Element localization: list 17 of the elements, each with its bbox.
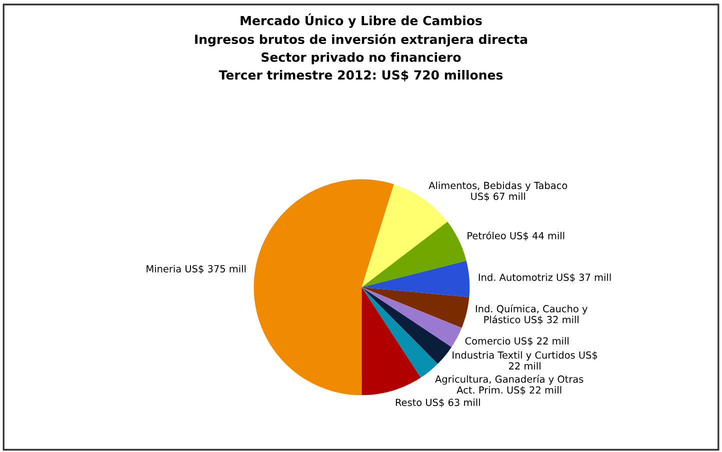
slice-label: Petróleo US$ 44 mill xyxy=(468,231,564,241)
pie-slice xyxy=(362,287,470,328)
pie-slice xyxy=(362,287,452,364)
pie-slice xyxy=(362,222,466,288)
slice-label: Alimentos, Bebidas y Tabaco US$ 67 mill xyxy=(428,182,568,202)
slice-label: Resto US$ 63 mill xyxy=(396,398,480,408)
pie-slice xyxy=(362,260,470,298)
slice-label: Ind. Química, Caucho y Plástico US$ 32 mill xyxy=(476,304,588,325)
slice-label: Mineria US$ 375 mill xyxy=(146,264,246,274)
pie-slice xyxy=(254,179,394,396)
slice-label: Industria Textil y Curtidos US$ 22 mill xyxy=(452,351,598,370)
pie-slice xyxy=(362,287,421,396)
pie-slice xyxy=(362,287,462,348)
slice-label: Ind. Automotriz US$ 37 mill xyxy=(478,273,611,282)
chart-title: Mercado Único y Libre de Cambios Ingresos brutos de inversión extranjera directa Sector privado no financiero Tercer trimestre 2012: US$ 720 millones xyxy=(195,14,528,82)
slice-label: Agricultura, Ganadería y Otras Act. Prim. US$ 22 mill xyxy=(435,374,584,395)
slice-label: Comercio US$ 22 mill xyxy=(465,337,568,346)
